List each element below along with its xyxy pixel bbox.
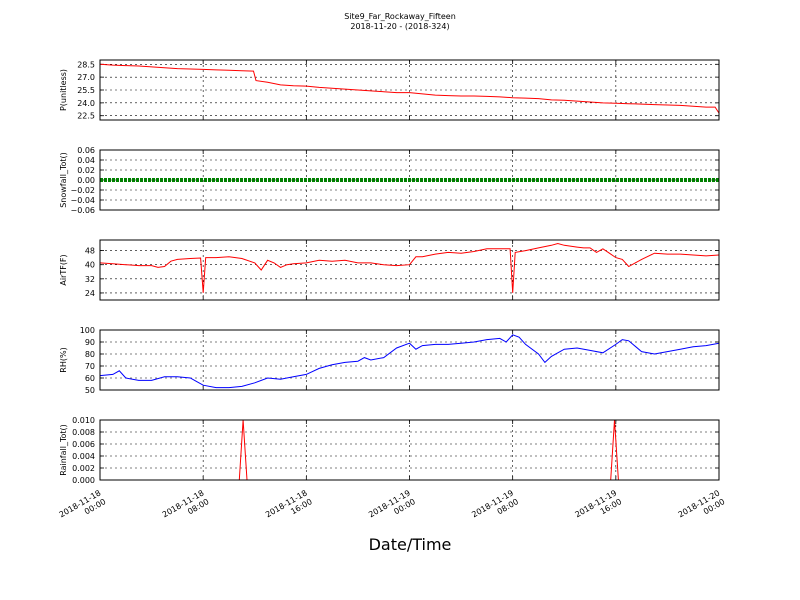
y-axis-label: RH(%): [59, 347, 68, 372]
series-line: [99, 63, 720, 114]
y-tick-label: 60: [85, 374, 95, 383]
y-tick-label: 0.000: [72, 476, 95, 485]
y-tick-label: 0.008: [72, 428, 95, 437]
y-tick-label: 40: [85, 261, 95, 270]
y-tick-label: 80: [85, 350, 95, 359]
y-tick-label: 32: [85, 275, 95, 284]
axes-frame: [99, 149, 720, 211]
y-tick-label: −0.06: [70, 206, 95, 215]
y-axis-label: AirTF(F): [59, 254, 68, 285]
panel-3: 100 90 80 70 60 50 RH(%): [59, 326, 720, 395]
y-axis-label: Snowfall_Tot(): [59, 152, 68, 208]
y-tick-label: 0.00: [77, 176, 95, 185]
chart-title: Site9_Far_Rockaway_Fifteen: [344, 12, 456, 21]
panel-1: 0.060.040.020.00−0.02−0.04−0.06Snowfall_…: [59, 146, 720, 215]
y-tick-label: 27.0: [77, 73, 95, 82]
y-tick-label: 0.04: [77, 156, 95, 165]
y-tick-label: 0.010: [72, 416, 95, 425]
y-tick-label: 0.004: [72, 452, 95, 461]
y-tick-label: 70: [85, 362, 95, 371]
y-tick-label: 100: [80, 326, 95, 335]
y-tick-label: 24.0: [77, 99, 95, 108]
axes-frame: [99, 419, 720, 481]
panel-0: 28.5 27.0 25.5 24.0 22.5 P(unitless): [59, 59, 720, 121]
y-tick-label: 50: [85, 386, 95, 395]
y-tick-label: 0.06: [77, 146, 95, 155]
y-tick-label: −0.02: [70, 186, 95, 195]
panel-2: 48 40 32 24 AirTF(F): [59, 239, 720, 301]
y-axis-label: Rainfall_Tot(): [59, 424, 68, 476]
axes-frame: [99, 329, 720, 391]
axes-frame: [99, 239, 720, 301]
y-tick-label: 24: [85, 289, 95, 298]
chart-subtitle: 2018-11-20 - (2018-324): [350, 22, 449, 31]
panel-4: 0.010 0.008 0.006 0.004 0.002 0.000 Rainfall_T…: [59, 416, 720, 485]
series-line: [99, 242, 720, 293]
axes-frame: [99, 59, 720, 121]
y-tick-label: 0.006: [72, 440, 95, 449]
y-tick-label: 48: [85, 247, 95, 256]
y-tick-label: −0.04: [70, 196, 95, 205]
x-axis-label: Date/Time: [369, 535, 452, 554]
y-tick-label: 22.5: [77, 112, 95, 121]
y-tick-label: 28.5: [77, 60, 95, 69]
y-tick-label: 90: [85, 338, 95, 347]
y-tick-label: 0.02: [77, 166, 95, 175]
y-tick-label: 25.5: [77, 86, 95, 95]
y-axis-label: P(unitless): [59, 69, 68, 111]
panels: 28.527.025.524.022.5P(unitless)0.060.040…: [59, 59, 720, 485]
series-line: [99, 334, 720, 389]
y-tick-label: 0.002: [72, 464, 95, 473]
